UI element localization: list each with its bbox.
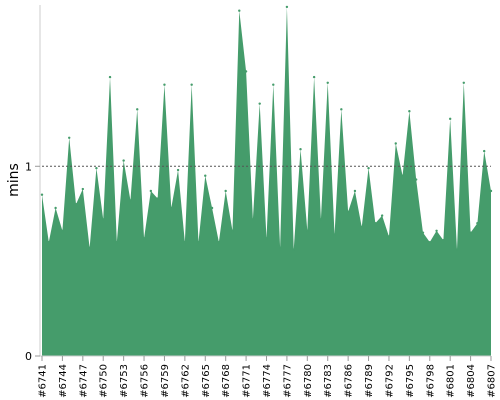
data-point: [74, 203, 78, 206]
x-tick-label: #6786: [344, 364, 355, 398]
x-tick-label: #6756: [140, 364, 151, 398]
data-point: [476, 221, 479, 225]
data-point: [102, 218, 105, 221]
data-point: [197, 240, 200, 244]
data-point: [285, 5, 289, 9]
data-point: [176, 168, 180, 172]
y-tick-label: 0: [25, 350, 32, 363]
data-point: [462, 81, 465, 84]
x-tick-label: #6759: [160, 364, 171, 398]
x-tick-label: #6798: [425, 364, 436, 398]
data-point: [292, 248, 295, 251]
data-point: [455, 248, 459, 251]
x-tick-label: #6783: [323, 364, 334, 398]
x-tick-label: #6747: [78, 364, 89, 398]
data-point: [489, 189, 493, 193]
x-tick-label: #6795: [405, 364, 416, 398]
data-point: [367, 166, 370, 170]
data-point: [136, 108, 139, 111]
data-point: [258, 102, 261, 105]
data-point: [61, 229, 64, 232]
data-point: [265, 237, 268, 240]
data-point: [129, 199, 132, 202]
data-point: [333, 233, 336, 236]
data-point: [360, 225, 363, 229]
data-point: [81, 187, 85, 191]
x-tick-label: #6789: [364, 364, 375, 398]
data-point: [394, 142, 397, 145]
data-point: [448, 117, 452, 121]
data-point: [231, 229, 234, 232]
x-tick-label: #6780: [303, 364, 314, 398]
x-tick-label: #6750: [99, 364, 110, 398]
data-point: [272, 83, 275, 86]
data-point: [353, 189, 357, 193]
data-point: [40, 193, 44, 196]
data-point: [421, 231, 425, 234]
data-point: [319, 218, 323, 221]
data-point: [204, 174, 207, 177]
x-tick-label: #6801: [446, 364, 457, 398]
y-axis-title: mins: [6, 163, 22, 197]
data-point: [142, 237, 146, 240]
data-point: [244, 70, 248, 73]
x-tick-label: #6768: [221, 364, 232, 398]
area-series: [42, 6, 491, 357]
x-axis-ticks: #6741 #6744 #6747 #6750 #6753 #6756 #6759 #6762…: [38, 356, 498, 398]
data-point: [108, 75, 112, 79]
data-point: [190, 83, 193, 86]
data-point: [224, 189, 227, 193]
data-point: [435, 229, 438, 232]
data-point: [312, 75, 316, 79]
data-point: [210, 206, 214, 210]
data-point: [428, 240, 431, 244]
x-tick-label: #6741: [38, 364, 49, 398]
y-tick-label: 1: [25, 160, 32, 173]
data-point: [54, 206, 57, 210]
x-tick-label: #6753: [119, 364, 130, 398]
data-point: [408, 110, 411, 113]
data-point: [306, 229, 309, 232]
x-tick-label: #6777: [282, 364, 293, 398]
y-axis-ticks: 01: [25, 160, 40, 363]
data-point: [401, 174, 404, 177]
x-tick-label: #6774: [262, 364, 273, 398]
x-tick-label: #6807: [487, 364, 498, 398]
data-point: [156, 197, 159, 200]
x-tick-label: #6804: [466, 364, 477, 398]
data-point: [95, 166, 98, 170]
data-point: [122, 159, 125, 162]
data-point: [278, 246, 282, 250]
data-point: [442, 239, 445, 242]
chart-marks: [40, 5, 493, 357]
data-point: [217, 240, 221, 244]
data-point: [326, 81, 329, 84]
data-point: [469, 231, 472, 234]
data-point: [115, 240, 119, 244]
data-point: [374, 221, 377, 225]
data-point: [47, 240, 50, 244]
x-tick-label: #6762: [180, 364, 191, 398]
data-point: [149, 189, 153, 193]
data-point: [299, 147, 302, 151]
data-point: [387, 235, 391, 238]
data-point: [238, 9, 241, 12]
data-point: [414, 178, 418, 181]
data-point: [251, 218, 255, 221]
data-point: [163, 83, 166, 86]
x-tick-label: #6744: [58, 364, 69, 398]
data-point: [88, 246, 91, 250]
data-point: [68, 136, 71, 140]
data-point: [483, 149, 486, 153]
data-point: [340, 108, 343, 111]
x-tick-label: #6771: [242, 364, 253, 398]
data-point: [380, 214, 384, 217]
data-point: [183, 240, 187, 244]
data-point: [170, 206, 173, 210]
data-point: [346, 210, 350, 214]
x-tick-label: #6792: [384, 364, 395, 398]
x-tick-label: #6765: [201, 364, 212, 398]
